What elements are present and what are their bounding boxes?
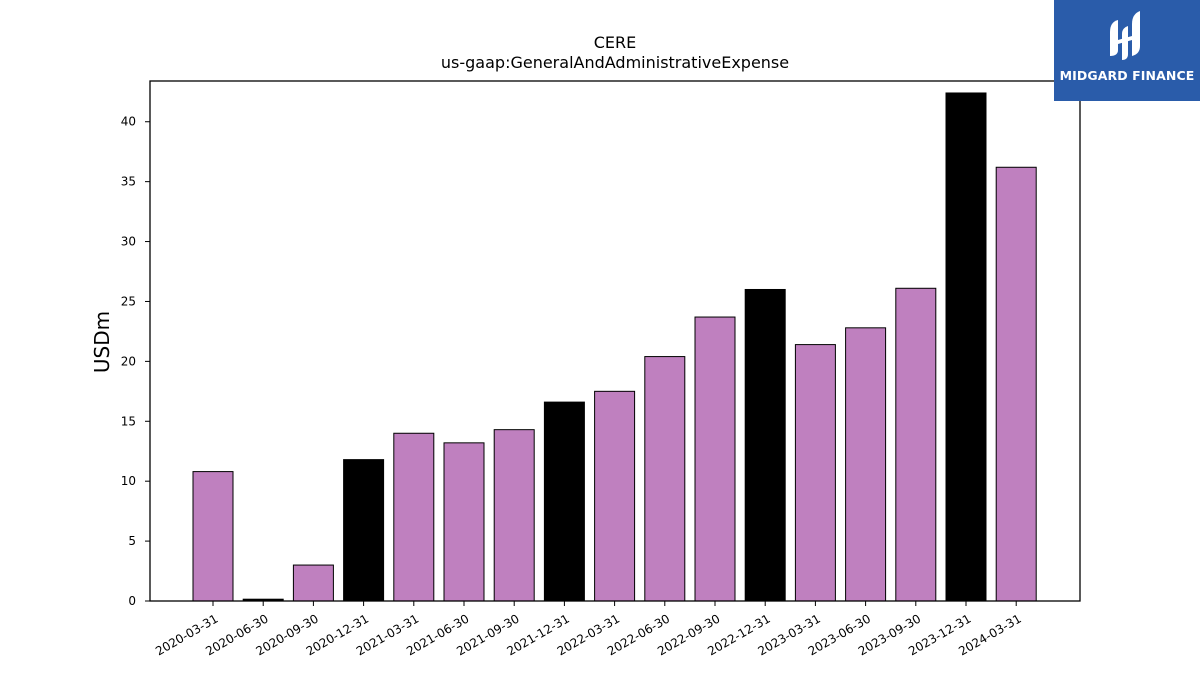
bar-2022-12-31 — [744, 288, 786, 602]
y-tick-label: 20 — [121, 354, 136, 368]
x-ticks-group: 2020-03-312020-06-302020-09-302020-12-31… — [153, 601, 1024, 658]
bar-2022-03-31 — [594, 390, 636, 602]
chart-subtitle: us-gaap:GeneralAndAdministrativeExpense — [441, 53, 789, 72]
y-tick-label: 35 — [121, 175, 136, 189]
bar-2021-12-31 — [543, 401, 585, 602]
bar-2020-09-30 — [292, 564, 334, 602]
logo-mark-icon — [1110, 11, 1140, 60]
y-tick-label: 25 — [121, 294, 136, 308]
y-tick-label: 40 — [121, 115, 136, 129]
bar-2023-12-31 — [945, 92, 987, 602]
midgard-finance-logo: MIDGARD FINANCE — [1054, 0, 1200, 101]
chart-title: CERE — [594, 33, 637, 52]
y-tick-label: 0 — [128, 594, 136, 608]
bars-group — [192, 92, 1037, 602]
bar-2021-06-30 — [443, 442, 485, 602]
bar-2023-09-30 — [895, 287, 937, 602]
bar-2020-03-31 — [192, 471, 234, 602]
bar-2020-12-31 — [343, 459, 385, 602]
y-ticks-group: 0 5 10 15 20 25 30 35 40 — [121, 115, 150, 608]
bar-2021-03-31 — [393, 432, 435, 602]
y-axis-label: USDm — [90, 311, 114, 373]
y-tick-label: 5 — [128, 534, 136, 548]
bar-2022-06-30 — [644, 356, 686, 602]
bar-2021-09-30 — [493, 429, 535, 602]
y-tick-label: 10 — [121, 474, 136, 488]
plot-frame — [149, 80, 1081, 602]
y-tick-label: 30 — [121, 235, 136, 249]
bar-2022-09-30 — [694, 316, 736, 602]
logo-text: MIDGARD FINANCE — [1059, 68, 1195, 83]
y-tick-label: 15 — [121, 414, 136, 428]
bar-2023-06-30 — [845, 327, 887, 602]
bar-2024-03-31 — [995, 166, 1037, 602]
bar-2023-03-31 — [794, 344, 836, 602]
